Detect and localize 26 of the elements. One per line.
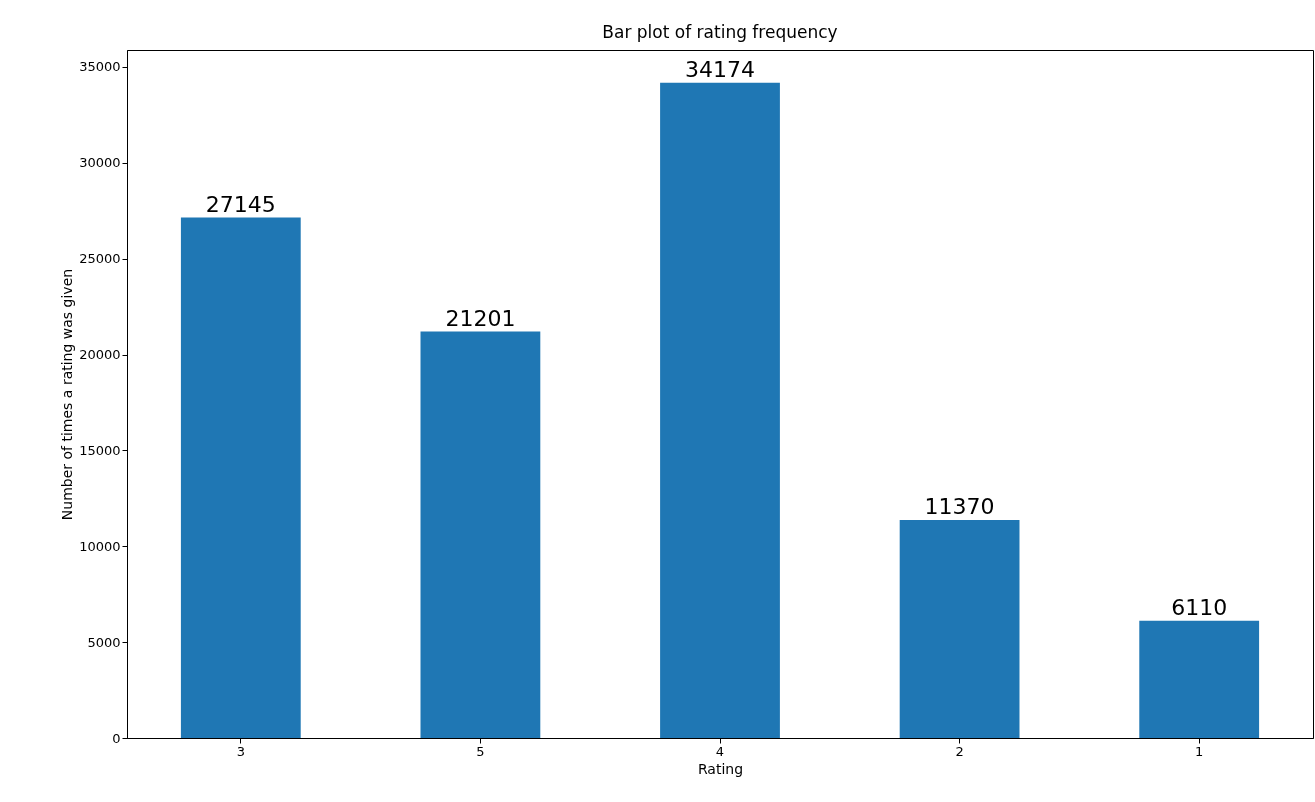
- bar: [180, 217, 301, 738]
- bar: [899, 520, 1020, 738]
- x-tick-label: 4: [715, 743, 725, 759]
- x-tick-label: 3: [236, 743, 245, 759]
- data-label: 11370: [924, 494, 995, 519]
- data-label: 6110: [1171, 594, 1228, 620]
- chart-title: Bar plot of rating frequency: [602, 22, 838, 42]
- y-tick-label: 0: [112, 730, 121, 746]
- x-tick-label: 2: [955, 743, 964, 759]
- x-tick-label: 5: [476, 743, 485, 759]
- data-label: 34174: [685, 56, 755, 82]
- bar: [420, 331, 541, 738]
- y-tick-label: 25000: [79, 251, 121, 267]
- data-label: 27145: [205, 191, 276, 217]
- y-axis-title: Number of times a rating was given: [59, 268, 76, 521]
- y-tick-label: 35000: [79, 59, 121, 75]
- bar: [660, 82, 780, 738]
- y-tick-label: 5000: [87, 634, 121, 650]
- bar: [1139, 620, 1260, 738]
- y-tick-label: 30000: [79, 155, 121, 171]
- x-axis-title: Rating: [697, 760, 744, 777]
- y-tick-label: 15000: [79, 442, 121, 458]
- data-label: 21201: [445, 305, 516, 331]
- y-tick-label: 10000: [79, 538, 121, 554]
- y-tick-label: 20000: [79, 347, 121, 363]
- x-tick-label: 1: [1195, 743, 1204, 759]
